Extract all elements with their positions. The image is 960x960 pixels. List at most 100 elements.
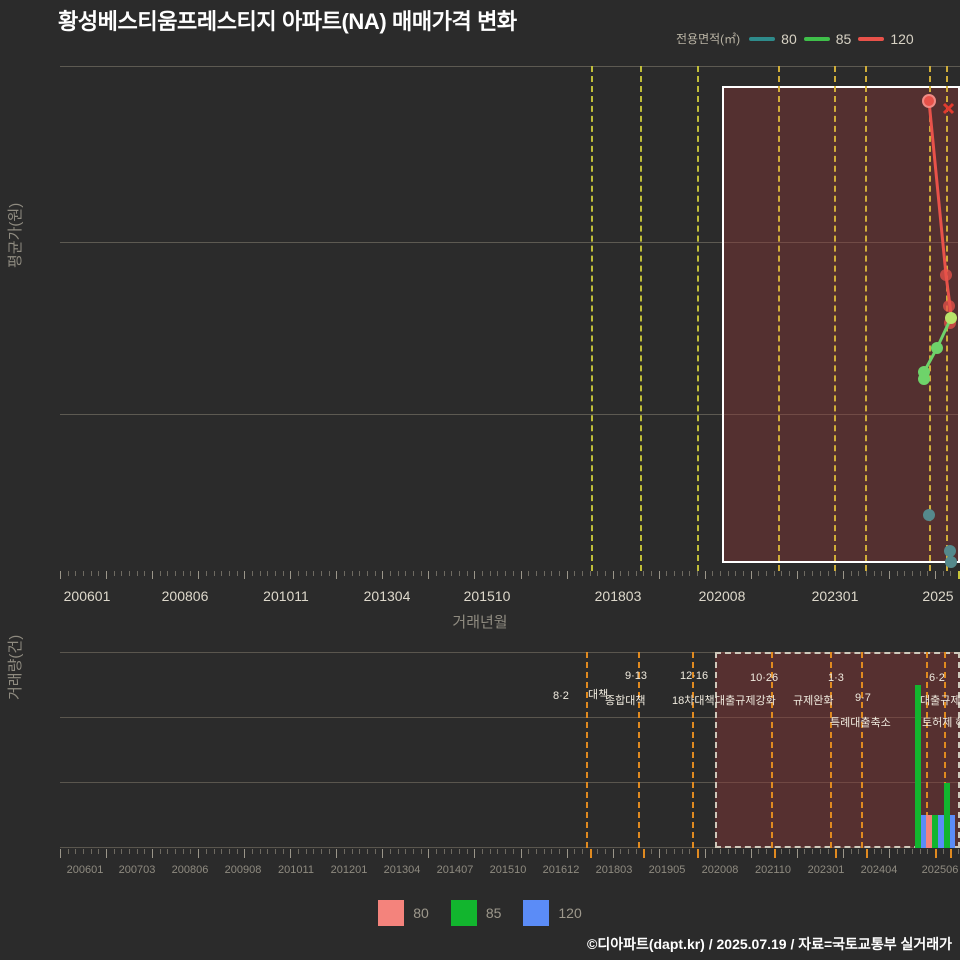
price-series-svg bbox=[918, 94, 957, 568]
gridline-6 bbox=[60, 66, 960, 67]
event-date-97: 9·7 bbox=[855, 692, 871, 704]
event-date-1026: 10·26 bbox=[750, 672, 779, 684]
xtick2-7: 201407 bbox=[436, 864, 474, 876]
bar-85-202502[interactable] bbox=[915, 685, 921, 848]
gridline-v2 bbox=[60, 782, 960, 783]
event-name-97: 특례대출축소 bbox=[830, 717, 891, 729]
xtick2-12: 202008 bbox=[701, 864, 739, 876]
point-80[interactable] bbox=[923, 509, 935, 521]
point-120[interactable] bbox=[922, 94, 936, 108]
bottom-legend-item-120[interactable]: 120 bbox=[523, 900, 582, 926]
vline2-202110 bbox=[771, 652, 773, 848]
legend-swatch-80 bbox=[749, 36, 776, 41]
vline2-202502 bbox=[926, 652, 928, 848]
vline2-201809 bbox=[638, 652, 640, 848]
xtick-201803: 201803 bbox=[594, 588, 642, 604]
point-120[interactable] bbox=[943, 300, 955, 312]
event-name-13: 규제완화 bbox=[793, 695, 834, 707]
xtick2-10: 201803 bbox=[595, 864, 633, 876]
bar-85-202504[interactable] bbox=[932, 815, 938, 848]
point-85[interactable] bbox=[931, 342, 943, 354]
top-legend: 전용면적(㎡) 80 85 120 bbox=[676, 30, 914, 47]
event-date-62: 6·2 bbox=[929, 672, 945, 684]
xaxis-ticks-main bbox=[60, 571, 960, 579]
xtick-200601: 200601 bbox=[63, 588, 111, 604]
legend-item-80[interactable]: 80 bbox=[749, 31, 797, 47]
price-plot-area bbox=[60, 66, 960, 571]
bottom-legend-item-85[interactable]: 85 bbox=[450, 900, 502, 926]
event-date-913: 9·13 bbox=[625, 670, 648, 682]
vline-202502 bbox=[929, 66, 931, 571]
vline-202110 bbox=[778, 66, 780, 571]
legend-swatch-120 bbox=[858, 36, 885, 41]
xtick-2025: 2025 bbox=[922, 588, 954, 604]
vline2-202301 bbox=[830, 652, 832, 848]
point-80[interactable] bbox=[945, 556, 957, 568]
vline-201912 bbox=[697, 66, 699, 571]
xtick2-3: 200908 bbox=[224, 864, 262, 876]
xtick2-9: 201612 bbox=[542, 864, 580, 876]
xtick2-13: 202110 bbox=[755, 864, 791, 876]
series-line-120 bbox=[927, 100, 954, 324]
bar-120-202502[interactable] bbox=[921, 815, 926, 848]
gridline-5 bbox=[60, 242, 960, 243]
legend-swatch-85 bbox=[803, 36, 830, 41]
page-title: 황성베스티움프레스티지 아파트(NA) 매매가격 변화 bbox=[58, 9, 517, 34]
bar-85-202505[interactable] bbox=[944, 783, 950, 848]
top-legend-title: 전용면적(㎡) bbox=[676, 32, 741, 46]
gridline-v6 bbox=[60, 652, 960, 653]
event-date-1216: 12·16 bbox=[680, 670, 709, 682]
event-name-62: 대출규제 bbox=[920, 695, 960, 707]
vline2-202506 bbox=[944, 652, 946, 848]
legend-label-80: 80 bbox=[781, 30, 797, 47]
legend-label-85: 85 bbox=[835, 30, 852, 47]
gridline-v4 bbox=[60, 717, 960, 718]
vline-202309 bbox=[865, 66, 867, 571]
point-120[interactable] bbox=[940, 269, 952, 281]
event-name-toheo: 토허제 해제 bbox=[922, 717, 960, 729]
yaxis-label-volume: 거래량(건) bbox=[7, 634, 24, 700]
highlight-region bbox=[722, 86, 960, 563]
xtick2-15: 202404 bbox=[860, 864, 898, 876]
xtick2-2: 200806 bbox=[171, 864, 209, 876]
point-80[interactable] bbox=[944, 545, 956, 557]
xaxis-label: 거래년월 bbox=[452, 614, 508, 631]
event-date-13: 1·3 bbox=[828, 672, 844, 684]
marker-x-120 bbox=[942, 102, 955, 115]
vline-201809 bbox=[640, 66, 642, 571]
point-85[interactable] bbox=[945, 312, 957, 324]
point-85[interactable] bbox=[918, 366, 930, 378]
xtick-200806: 200806 bbox=[161, 588, 209, 604]
volume-plot-area: 8·2 대책 9·13 종합대책 12·16 18차대책 10·26 대출규제강… bbox=[60, 652, 960, 848]
bottom-legend-item-80[interactable]: 80 bbox=[378, 900, 429, 926]
legend-item-85[interactable]: 85 bbox=[803, 30, 852, 47]
bar-120-202506[interactable] bbox=[950, 815, 955, 848]
yaxis-label-price: 평균가(원) bbox=[7, 202, 24, 268]
bottom-legend: 80 85 120 bbox=[0, 900, 960, 926]
bottom-legend-label-85: 85 bbox=[485, 905, 502, 921]
event-name-82: 대책 bbox=[588, 689, 609, 701]
vline2-202309 bbox=[861, 652, 863, 848]
xtick2-11: 201905 bbox=[648, 864, 686, 876]
footer-credit: ©디아파트(dapt.kr) / 2025.07.19 / 자료=국토교통부 실… bbox=[587, 936, 952, 952]
vline-202301 bbox=[834, 66, 836, 571]
vline2-201912 bbox=[692, 652, 694, 848]
bottom-legend-label-120: 120 bbox=[558, 905, 582, 921]
xtick2-5: 201201 bbox=[330, 864, 368, 876]
xtick-201304: 201304 bbox=[363, 588, 411, 604]
event-date-82: 8·2 bbox=[553, 690, 569, 702]
bottom-legend-label-80: 80 bbox=[413, 905, 429, 921]
bar-120-202505[interactable] bbox=[938, 815, 944, 848]
bar-80-202503[interactable] bbox=[926, 815, 932, 848]
xtick2-6: 201304 bbox=[383, 864, 421, 876]
gridline-v0 bbox=[60, 847, 960, 848]
xtick2-1: 200703 bbox=[118, 864, 156, 876]
gridline-4 bbox=[60, 414, 960, 415]
event-name-913: 종합대책 bbox=[605, 695, 646, 707]
bottom-legend-swatch-85 bbox=[450, 900, 477, 926]
xaxis-ticks-volume bbox=[60, 849, 960, 858]
xtick-201510: 201510 bbox=[463, 588, 511, 604]
legend-item-120[interactable]: 120 bbox=[858, 31, 914, 47]
xtick2-14: 202301 bbox=[807, 864, 845, 876]
vline-201708 bbox=[591, 66, 593, 571]
